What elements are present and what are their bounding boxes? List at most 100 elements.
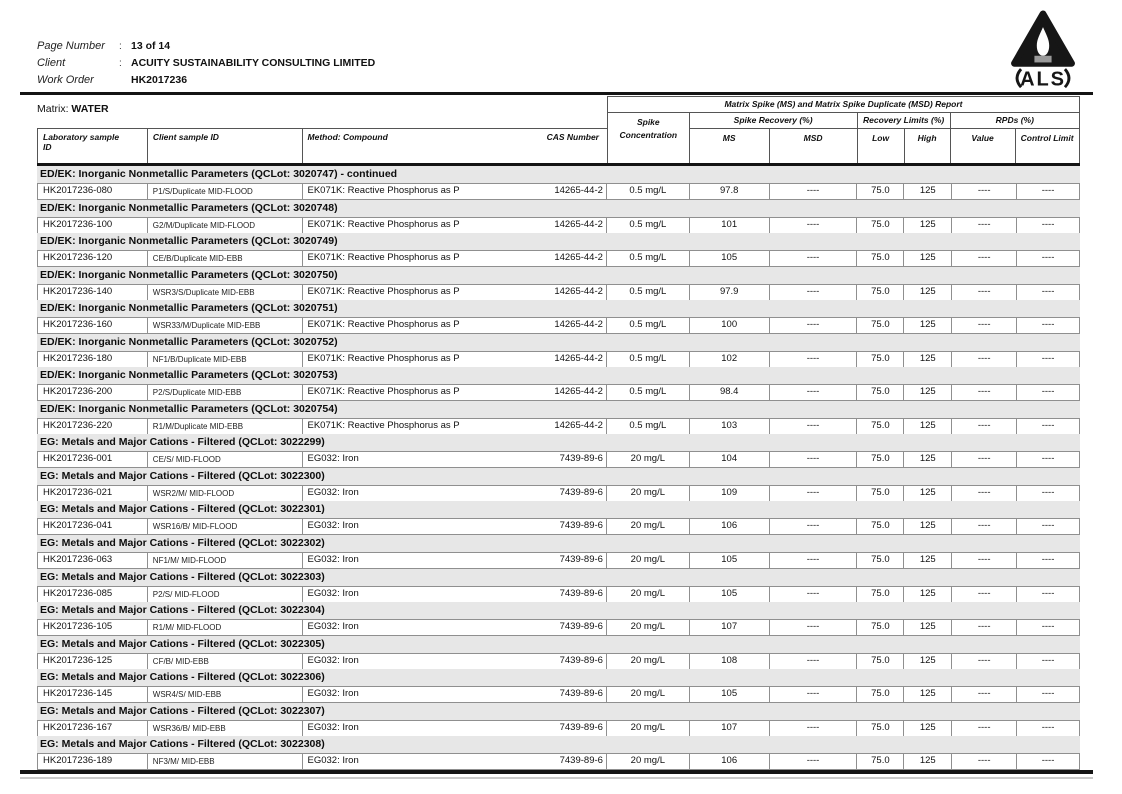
table-row: HK2017236-220 R1/M/Duplicate MID-EBB EK071… [37, 417, 1080, 435]
rpd-control-limit-cell: ---- [1041, 185, 1055, 196]
rpd-control-limit-cell: ---- [1041, 486, 1055, 498]
ms-recovery-cell: 107 [690, 620, 770, 636]
spike-concentration-cell: 0.5 mg/L [607, 351, 690, 367]
client-sample-id-cell: CE/S/ MID-FLOOD [148, 452, 303, 468]
ms-recovery-cell: 102 [690, 351, 770, 367]
ms-recovery-cell: 109 [690, 485, 770, 501]
lab-sample-id-cell: HK2017236-125 [38, 653, 148, 669]
rpd-value-cell: ---- [952, 519, 1018, 535]
msd-recovery-cell: ---- [770, 351, 858, 367]
lab-sample-id-cell: HK2017236-001 [38, 452, 148, 468]
qclot-section: ED/EK: Inorganic Nonmetallic Parameters … [37, 333, 1080, 368]
method-compound-text: EG032: Iron [307, 621, 359, 633]
rpd-control-limit-cell: ---- [1041, 453, 1055, 465]
work-order-label: Work Order [37, 74, 94, 86]
recovery-limit-low-cell: 75.0 [857, 687, 905, 703]
recovery-limit-high-cell: 125 [904, 620, 953, 636]
client-sample-id-cell: CF/B/ MID-EBB [148, 653, 303, 669]
lab-sample-id-cell: HK2017236-200 [38, 385, 148, 401]
spike-concentration-cell: 20 mg/L [607, 519, 690, 535]
qclot-section: EG: Metals and Major Cations - Filtered … [37, 602, 1080, 637]
recovery-limit-low-cell: 75.0 [857, 620, 905, 636]
cas-number-text: 14265-44-2 [554, 386, 603, 398]
col-header-method: Method: Compound [307, 132, 388, 142]
cas-number-text: 7439-89-6 [559, 486, 603, 498]
msd-recovery-cell: ---- [770, 720, 858, 736]
col-header-low: Low [858, 129, 905, 164]
msd-recovery-cell: ---- [770, 318, 858, 334]
table-row: HK2017236-120 CE/B/Duplicate MID-EBB EK071… [37, 250, 1080, 268]
rpd-control-limit-cell: ---- [1041, 352, 1055, 364]
qclot-section: ED/EK: Inorganic Nonmetallic Parameters … [37, 400, 1080, 435]
col-header-spike-concentration: Spike Concentration [608, 113, 690, 164]
recovery-limit-high-cell: 125 [904, 251, 953, 267]
separator: : [119, 41, 122, 52]
msd-recovery-cell: ---- [770, 754, 858, 770]
col-header-msd: MSD [803, 133, 823, 143]
recovery-limit-low-cell: 75.0 [857, 720, 905, 736]
ms-recovery-cell: 105 [690, 687, 770, 703]
recovery-limit-low-cell: 75.0 [857, 385, 905, 401]
method-compound-text: EK071K: Reactive Phosphorus as P [307, 319, 460, 331]
rpd-value-cell: ---- [952, 754, 1018, 770]
rpd-value-cell: ---- [952, 620, 1018, 636]
rpd-control-limit-cell: ---- [1041, 755, 1055, 767]
col-header-ms: MS [690, 129, 770, 164]
qclot-section: EG: Metals and Major Cations - Filtered … [37, 467, 1080, 502]
client-field: Client : ACUITY SUSTAINABILITY CONSULTIN… [37, 57, 375, 74]
client-sample-id-cell: NF3/M/ MID-EBB [148, 754, 303, 770]
cas-number-text: 7439-89-6 [559, 554, 603, 566]
ms-recovery-cell: 103 [690, 418, 770, 434]
recovery-limit-low-cell: 75.0 [857, 284, 905, 300]
recovery-limit-high-cell: 125 [904, 586, 953, 602]
client-value: ACUITY SUSTAINABILITY CONSULTING LIMITED [131, 57, 376, 69]
table-row: HK2017236-140 WSR3/S/Duplicate MID-EBB EK0… [37, 283, 1080, 301]
recovery-limit-low-cell: 75.0 [857, 519, 905, 535]
recovery-limit-high-cell: 125 [904, 452, 953, 468]
method-compound-cell: EK071K: Reactive Phosphorus as P 14265-44… [303, 251, 607, 267]
ms-recovery-cell: 105 [690, 553, 770, 569]
lab-sample-id-cell: HK2017236-189 [38, 754, 148, 770]
recovery-limit-low-cell: 75.0 [857, 251, 905, 267]
table-body: ED/EK: Inorganic Nonmetallic Parameters … [37, 166, 1080, 771]
method-compound-text: EG032: Iron [307, 654, 359, 666]
client-sample-id-cell: WSR2/M/ MID-FLOOD [148, 485, 303, 501]
spike-concentration-cell: 0.5 mg/L [607, 184, 690, 199]
client-sample-id-cell: WSR3/S/Duplicate MID-EBB [148, 284, 303, 300]
client-sample-id-cell: WSR33/M/Duplicate MID-EBB [148, 318, 303, 334]
qclot-section-header: EG: Metals and Major Cations - Filtered … [40, 738, 325, 751]
method-compound-cell: EK071K: Reactive Phosphorus as P 14265-44… [303, 418, 607, 434]
lab-sample-id-cell: HK2017236-100 [38, 217, 148, 233]
method-compound-text: EG032: Iron [307, 587, 359, 599]
table-bottom-rule [20, 770, 1093, 774]
recovery-limit-low-cell: 75.0 [857, 586, 905, 602]
col-header-recovery-limits: Recovery Limits (%) [857, 113, 950, 129]
msd-recovery-cell: ---- [770, 519, 858, 535]
als-logo-icon: ALS [1011, 10, 1075, 90]
table-row: HK2017236-105 R1/M/ MID-FLOOD EG032: Iron 7… [37, 619, 1080, 637]
spike-concentration-cell: 20 mg/L [607, 452, 690, 468]
lab-sample-id-cell: HK2017236-021 [38, 485, 148, 501]
col-group-rpds: RPDs (%) Value Control Limit [950, 113, 1079, 164]
als-logo: ALS [995, 10, 1091, 97]
qclot-section-header: ED/EK: Inorganic Nonmetallic Parameters … [40, 235, 338, 248]
table-header-right: Matrix Spike (MS) and Matrix Spike Dupli… [607, 96, 1080, 164]
spike-concentration-cell: 20 mg/L [607, 485, 690, 501]
recovery-limit-high-cell: 125 [904, 485, 953, 501]
method-compound-text: EK071K: Reactive Phosphorus as P [307, 185, 460, 196]
msd-recovery-cell: ---- [770, 687, 858, 703]
method-compound-cell: EG032: Iron 7439-89-6 [303, 754, 607, 770]
rpd-control-limit-cell: ---- [1041, 520, 1055, 532]
qclot-section: EG: Metals and Major Cations - Filtered … [37, 501, 1080, 536]
ms-recovery-cell: 108 [690, 653, 770, 669]
method-compound-cell: EG032: Iron 7439-89-6 [303, 720, 607, 736]
recovery-limit-low-cell: 75.0 [857, 754, 905, 770]
client-sample-id-cell: CE/B/Duplicate MID-EBB [148, 251, 303, 267]
method-compound-cell: EG032: Iron 7439-89-6 [303, 653, 607, 669]
ms-recovery-cell: 101 [690, 217, 770, 233]
rpd-value-cell: ---- [952, 485, 1018, 501]
recovery-limit-low-cell: 75.0 [857, 485, 905, 501]
client-sample-id-cell: NF1/B/Duplicate MID-EBB [148, 351, 303, 367]
method-compound-cell: EK071K: Reactive Phosphorus as P 14265-44… [303, 351, 607, 367]
